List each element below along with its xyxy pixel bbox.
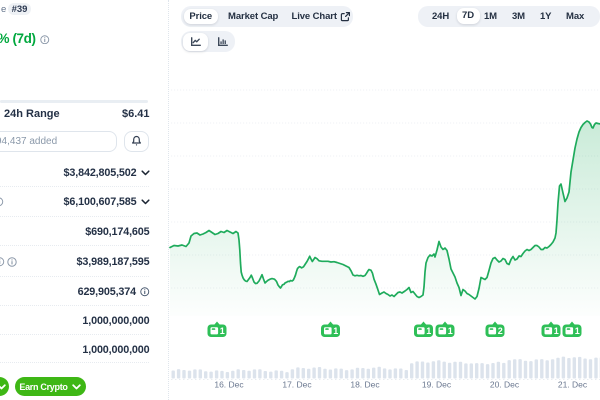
- svg-text:21. Dec: 21. Dec: [558, 380, 588, 390]
- svg-text:17. Dec: 17. Dec: [282, 380, 312, 390]
- svg-text:1: 1: [448, 326, 453, 336]
- svg-text:16. Dec: 16. Dec: [214, 380, 244, 390]
- svg-text:1: 1: [554, 326, 559, 336]
- svg-text:1: 1: [575, 326, 580, 336]
- svg-text:1: 1: [333, 326, 338, 336]
- svg-text:1: 1: [426, 326, 431, 336]
- svg-text:18. Dec: 18. Dec: [350, 380, 380, 390]
- svg-text:2: 2: [498, 326, 503, 336]
- svg-text:1: 1: [220, 326, 225, 336]
- svg-text:19. Dec: 19. Dec: [422, 380, 452, 390]
- svg-text:20. Dec: 20. Dec: [490, 380, 520, 390]
